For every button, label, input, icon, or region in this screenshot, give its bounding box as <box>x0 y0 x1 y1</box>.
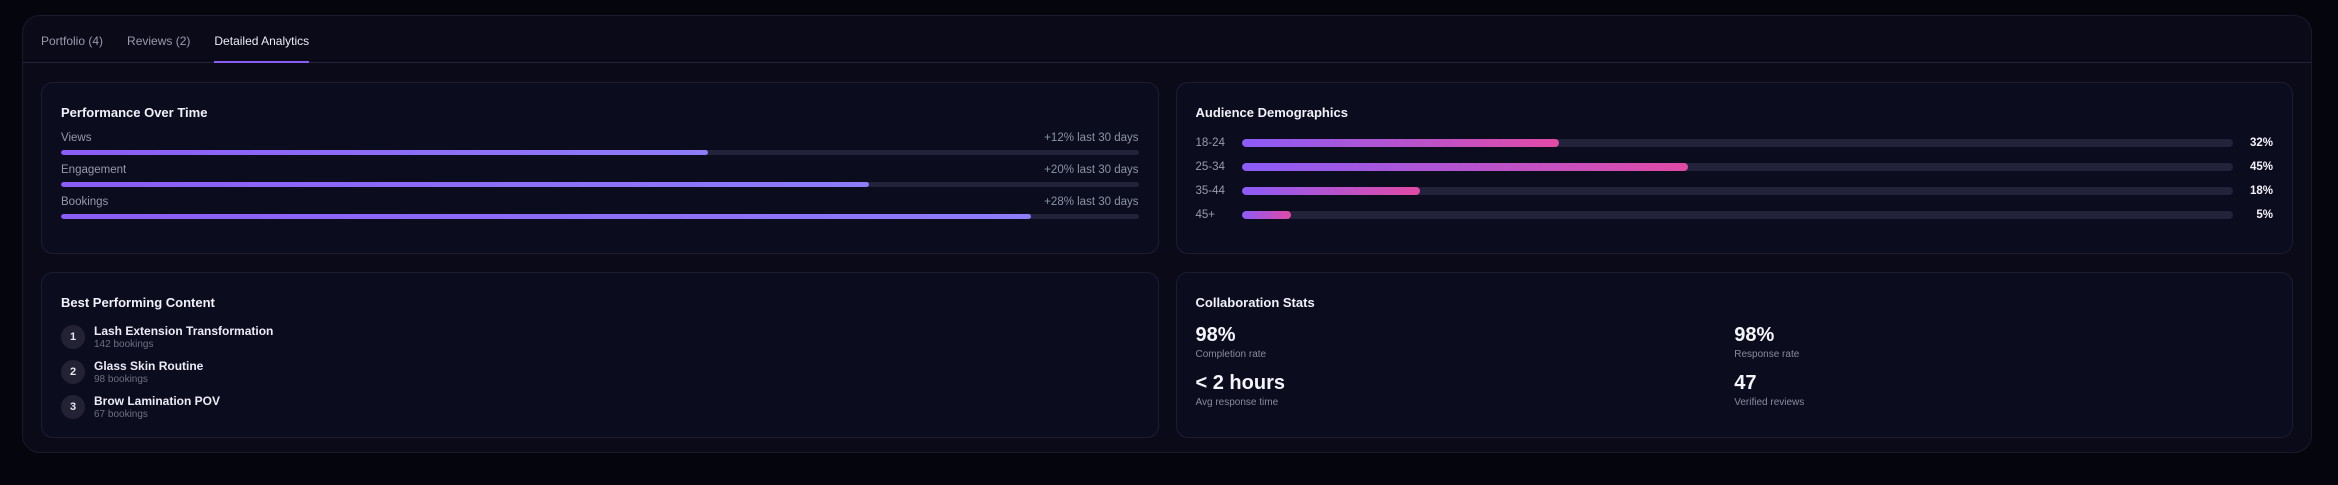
metric-row: Bookings +28% last 30 days <box>61 196 1139 219</box>
tab-detailed-analytics[interactable]: Detailed Analytics <box>214 16 310 63</box>
age-range-label: 35-44 <box>1195 184 1225 197</box>
demographic-bar-track <box>1241 162 2233 171</box>
demographic-row: 25-34 45% <box>1196 158 2274 175</box>
demographic-percent: 45% <box>2249 160 2273 173</box>
progress-track <box>61 182 1139 187</box>
demographic-row: 45+ 5% <box>1196 206 2274 223</box>
card-title: Audience Demographics <box>1195 105 1348 120</box>
stat-label: Verified reviews <box>1734 397 1805 408</box>
demographic-bar-fill <box>1241 138 1559 147</box>
stat-label: Avg response time <box>1195 397 1279 408</box>
performance-card: Performance Over Time Views +12% last 30… <box>41 82 1159 254</box>
tab-reviews[interactable]: Reviews (2) <box>127 34 191 48</box>
metric-label: Bookings <box>61 196 109 208</box>
stat-value: 47 <box>1734 372 1757 394</box>
stat-item: 98% Completion rate <box>1196 324 1735 360</box>
content-title: Lash Extension Transformation <box>94 324 274 338</box>
demographic-percent: 5% <box>2256 208 2273 221</box>
demographics-card: Audience Demographics 18-24 32% 25-34 45… <box>1175 82 2293 254</box>
demographic-row: 18-24 32% <box>1196 134 2274 151</box>
stat-item: < 2 hours Avg response time <box>1196 372 1735 408</box>
stat-label: Completion rate <box>1195 349 1267 360</box>
card-title: Performance Over Time <box>61 105 208 120</box>
stat-value: < 2 hours <box>1195 372 1285 394</box>
age-range-label: 18-24 <box>1195 136 1225 149</box>
demographic-percent: 18% <box>2249 184 2273 197</box>
rank-badge: 2 <box>61 360 85 384</box>
rank-badge: 3 <box>61 395 85 419</box>
demographic-bar-track <box>1241 210 2233 219</box>
stat-label: Response rate <box>1734 349 1800 360</box>
rank-badge: 1 <box>61 325 85 349</box>
metric-label: Engagement <box>61 164 127 176</box>
content-item[interactable]: 3 Brow Lamination POV 67 bookings <box>61 394 1139 420</box>
demographic-bar-track <box>1241 186 2233 195</box>
progress-track <box>61 214 1139 219</box>
age-range-label: 45+ <box>1195 208 1216 221</box>
progress-fill <box>61 214 1031 219</box>
metric-change: +12% last 30 days <box>1044 132 1139 144</box>
analytics-panel: Portfolio (4) Reviews (2) Detailed Analy… <box>22 15 2312 453</box>
progress-fill <box>61 150 708 155</box>
stat-value: 98% <box>1195 324 1236 346</box>
metric-row: Views +12% last 30 days <box>61 132 1139 155</box>
content-title: Glass Skin Routine <box>94 359 204 373</box>
progress-fill <box>61 182 870 187</box>
content-item[interactable]: 2 Glass Skin Routine 98 bookings <box>61 359 1139 385</box>
tab-portfolio[interactable]: Portfolio (4) <box>41 34 104 48</box>
stat-value: 98% <box>1734 324 1775 346</box>
metric-label: Views <box>61 132 92 144</box>
stat-item: 47 Verified reviews <box>1734 372 2273 408</box>
demographic-bar-fill <box>1241 210 1292 219</box>
content-item[interactable]: 1 Lash Extension Transformation 142 book… <box>61 324 1139 350</box>
card-title: Collaboration Stats <box>1195 295 1315 310</box>
demographic-bar-fill <box>1241 186 1420 195</box>
metric-row: Engagement +20% last 30 days <box>61 164 1139 187</box>
content-title: Brow Lamination POV <box>94 394 221 408</box>
progress-track <box>61 150 1139 155</box>
metric-change: +28% last 30 days <box>1044 196 1139 208</box>
best-content-card: Best Performing Content 1 Lash Extension… <box>41 272 1159 438</box>
demographic-bar-fill <box>1241 162 1688 171</box>
card-title: Best Performing Content <box>61 295 215 310</box>
content-bookings: 142 bookings <box>94 339 154 350</box>
metric-change: +20% last 30 days <box>1044 164 1139 176</box>
content-bookings: 98 bookings <box>94 374 148 385</box>
collaboration-stats-card: Collaboration Stats 98% Completion rate … <box>1175 272 2293 438</box>
demographic-row: 35-44 18% <box>1196 182 2274 199</box>
age-range-label: 25-34 <box>1195 160 1225 173</box>
stat-item: 98% Response rate <box>1734 324 2273 360</box>
content-bookings: 67 bookings <box>94 409 148 420</box>
demographic-percent: 32% <box>2249 136 2273 149</box>
demographic-bar-track <box>1241 138 2233 147</box>
tab-bar: Portfolio (4) Reviews (2) Detailed Analy… <box>23 16 2311 63</box>
